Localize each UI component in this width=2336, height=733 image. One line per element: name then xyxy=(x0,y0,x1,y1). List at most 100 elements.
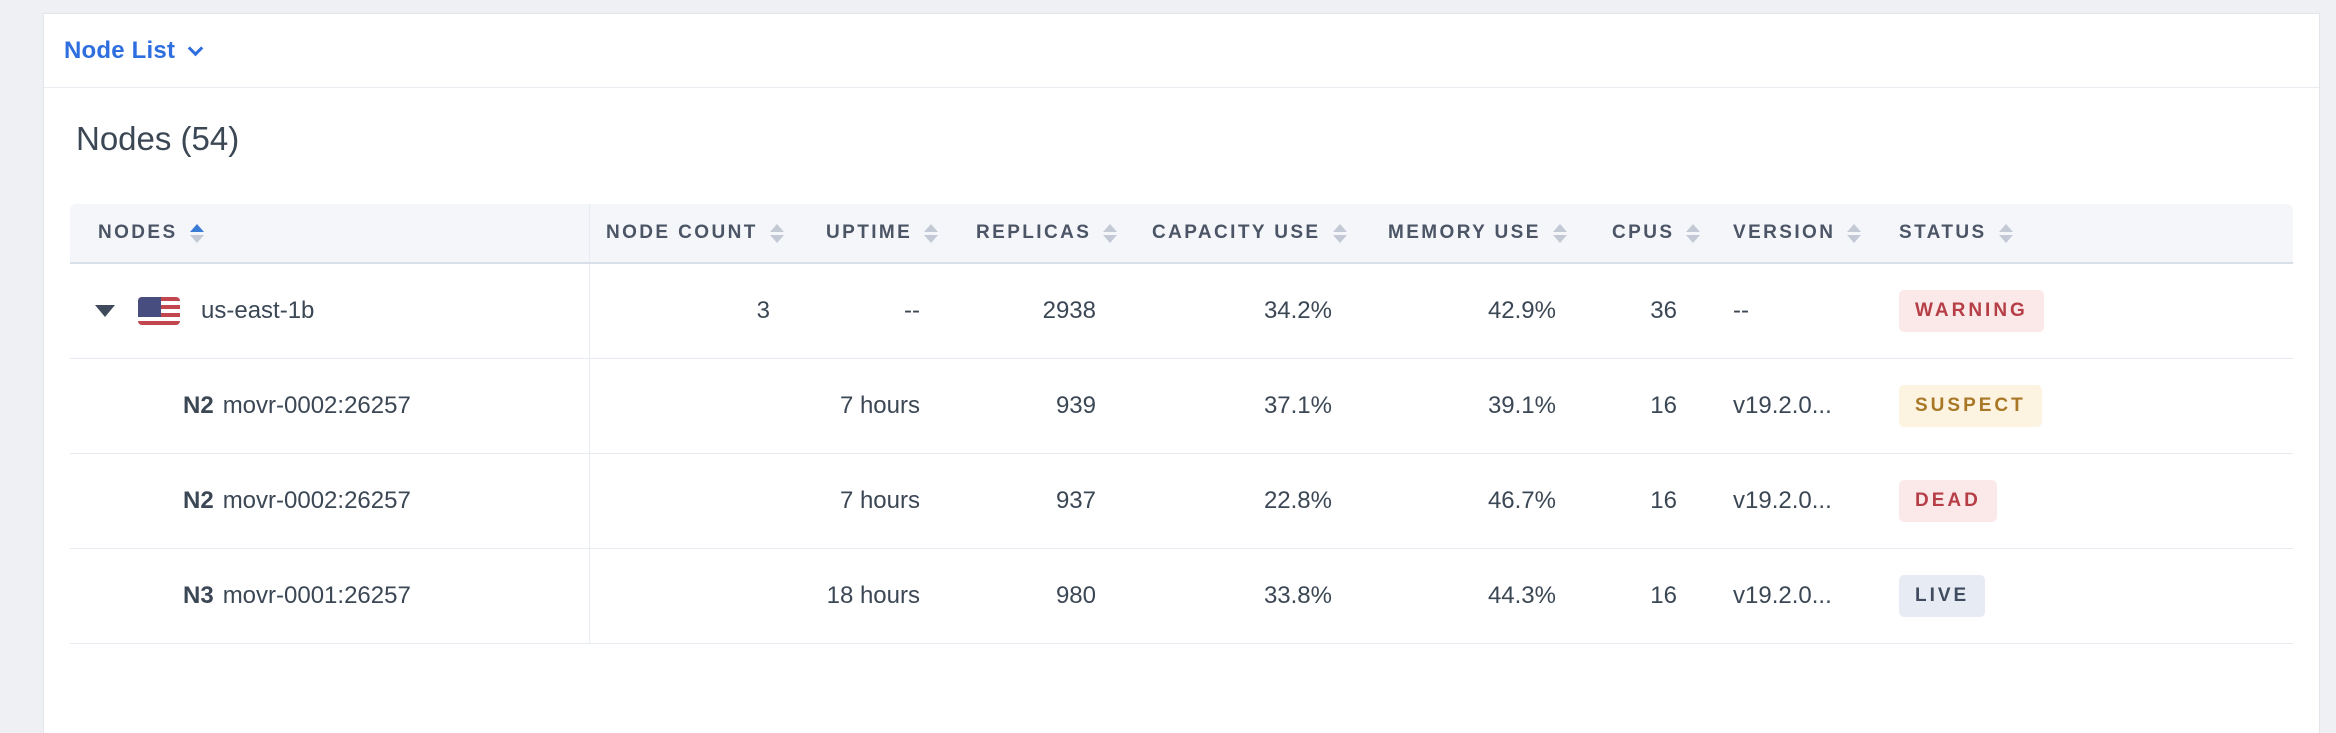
column-header-nodes[interactable]: NODES xyxy=(70,204,590,262)
cell-memory-use: 46.7% xyxy=(1372,454,1596,548)
us-flag-icon xyxy=(138,297,180,325)
cell-capacity-use: 34.2% xyxy=(1136,264,1372,358)
cell-status: SUSPECT xyxy=(1883,359,2293,453)
cell-status: DEAD xyxy=(1883,454,2293,548)
value-capacity-use: 37.1% xyxy=(1263,392,1332,419)
sort-icon xyxy=(769,223,784,243)
value-cpus: 16 xyxy=(1650,487,1677,514)
column-label: REPLICAS xyxy=(976,222,1092,243)
cell-cpus: 36 xyxy=(1596,264,1717,358)
value-cpus: 36 xyxy=(1650,297,1677,324)
value-capacity-use: 34.2% xyxy=(1263,297,1332,324)
status-badge: DEAD xyxy=(1899,480,1997,522)
cell-cpus: 16 xyxy=(1596,359,1717,453)
sort-icon xyxy=(1552,223,1567,243)
cell-node-count xyxy=(590,549,810,643)
table-body: us-east-1b 3 -- 2938 34.2% 42.9% 36 -- WARNING N2… xyxy=(70,264,2293,644)
cell-memory-use: 39.1% xyxy=(1372,359,1596,453)
node-id: N2 xyxy=(183,487,214,514)
cell-version: v19.2.0... xyxy=(1717,454,1883,548)
value-uptime: 7 hours xyxy=(839,392,920,419)
value-capacity-use: 22.8% xyxy=(1263,487,1332,514)
column-label: UPTIME xyxy=(826,222,913,243)
node-address: movr-0002:26257 xyxy=(222,487,411,514)
node-row[interactable]: N2 movr-0002:26257 7 hours 937 22.8% 46.7% 16 v… xyxy=(70,454,2293,549)
cell-capacity-use: 22.8% xyxy=(1136,454,1372,548)
node-row[interactable]: N3 movr-0001:26257 18 hours 980 33.8% 44.3% 16… xyxy=(70,549,2293,644)
column-header-status[interactable]: STATUS xyxy=(1883,204,2293,262)
sort-icon xyxy=(1998,223,2013,243)
page-title: Nodes (54) xyxy=(76,120,240,157)
cell-version: -- xyxy=(1717,264,1883,358)
cell-replicas: 939 xyxy=(960,359,1136,453)
value-cpus: 16 xyxy=(1650,582,1677,609)
sort-icon xyxy=(1103,223,1118,243)
column-label: NODES xyxy=(98,222,178,243)
cell-replicas: 980 xyxy=(960,549,1136,643)
node-row[interactable]: N2 movr-0002:26257 7 hours 939 37.1% 39.1% 16 v… xyxy=(70,359,2293,454)
cell-node-count xyxy=(590,454,810,548)
value-memory-use: 39.1% xyxy=(1487,392,1556,419)
value-uptime: -- xyxy=(904,297,920,324)
value-capacity-use: 33.8% xyxy=(1263,582,1332,609)
column-label: MEMORY USE xyxy=(1388,222,1541,243)
column-label: STATUS xyxy=(1899,222,1987,243)
cell-uptime: 7 hours xyxy=(810,359,960,453)
node-address: movr-0002:26257 xyxy=(222,392,411,419)
cell-nodes: N2 movr-0002:26257 xyxy=(70,359,590,453)
node-list-dropdown[interactable]: Node List xyxy=(64,36,204,65)
sort-icon xyxy=(1686,223,1701,243)
value-memory-use: 46.7% xyxy=(1487,487,1556,514)
nodes-table: NODES NODE COUNT UPTIME REPLICAS CAPACITY US… xyxy=(70,204,2293,644)
cell-capacity-use: 33.8% xyxy=(1136,549,1372,643)
value-memory-use: 44.3% xyxy=(1487,582,1556,609)
cell-replicas: 2938 xyxy=(960,264,1136,358)
value-replicas: 937 xyxy=(1055,487,1096,514)
value-memory-use: 42.9% xyxy=(1487,297,1556,324)
cell-node-count xyxy=(590,359,810,453)
table-header-row: NODES NODE COUNT UPTIME REPLICAS CAPACITY US… xyxy=(70,204,2293,264)
column-header-capacity-use[interactable]: CAPACITY USE xyxy=(1136,204,1372,262)
cell-cpus: 16 xyxy=(1596,549,1717,643)
status-badge: SUSPECT xyxy=(1899,385,2042,427)
node-list-dropdown-label: Node List xyxy=(64,36,176,64)
caret-down-icon[interactable] xyxy=(95,305,115,317)
card-body: Nodes (54) NODES NODE COUNT UPTIME REPLICAS… xyxy=(44,88,2319,644)
value-uptime: 18 hours xyxy=(826,582,920,609)
column-label: CPUS xyxy=(1612,222,1675,243)
region-name: us-east-1b xyxy=(201,297,315,324)
cell-capacity-use: 37.1% xyxy=(1136,359,1372,453)
cell-node-count: 3 xyxy=(590,264,810,358)
node-list-card: Node List Nodes (54) NODES NODE COUNT UPTI… xyxy=(43,13,2320,733)
value-replicas: 2938 xyxy=(1042,297,1096,324)
status-badge: LIVE xyxy=(1899,575,1986,617)
column-header-cpus[interactable]: CPUS xyxy=(1596,204,1717,262)
node-id: N3 xyxy=(183,582,214,609)
cell-status: LIVE xyxy=(1883,549,2293,643)
sort-icon xyxy=(1847,223,1862,243)
column-header-version[interactable]: VERSION xyxy=(1717,204,1883,262)
value-uptime: 7 hours xyxy=(839,487,920,514)
version-value: v19.2.0... xyxy=(1733,392,1832,419)
value-node-count: 3 xyxy=(756,297,770,324)
version-value: v19.2.0... xyxy=(1733,582,1832,609)
column-label: VERSION xyxy=(1733,222,1836,243)
cell-nodes: us-east-1b xyxy=(70,264,590,358)
cell-nodes: N2 movr-0002:26257 xyxy=(70,454,590,548)
value-replicas: 980 xyxy=(1055,582,1096,609)
column-header-uptime[interactable]: UPTIME xyxy=(810,204,960,262)
chevron-down-icon xyxy=(187,40,204,56)
node-id: N2 xyxy=(183,392,214,419)
cell-status: WARNING xyxy=(1883,264,2293,358)
column-header-node-count[interactable]: NODE COUNT xyxy=(590,204,810,262)
version-value: -- xyxy=(1733,297,1749,324)
version-value: v19.2.0... xyxy=(1733,487,1832,514)
column-header-memory-use[interactable]: MEMORY USE xyxy=(1372,204,1596,262)
value-cpus: 16 xyxy=(1650,392,1677,419)
cell-replicas: 937 xyxy=(960,454,1136,548)
column-header-replicas[interactable]: REPLICAS xyxy=(960,204,1136,262)
region-row[interactable]: us-east-1b 3 -- 2938 34.2% 42.9% 36 -- WARNING xyxy=(70,264,2293,359)
cell-version: v19.2.0... xyxy=(1717,359,1883,453)
card-header: Node List xyxy=(44,14,2319,88)
column-label: NODE COUNT xyxy=(606,222,758,243)
